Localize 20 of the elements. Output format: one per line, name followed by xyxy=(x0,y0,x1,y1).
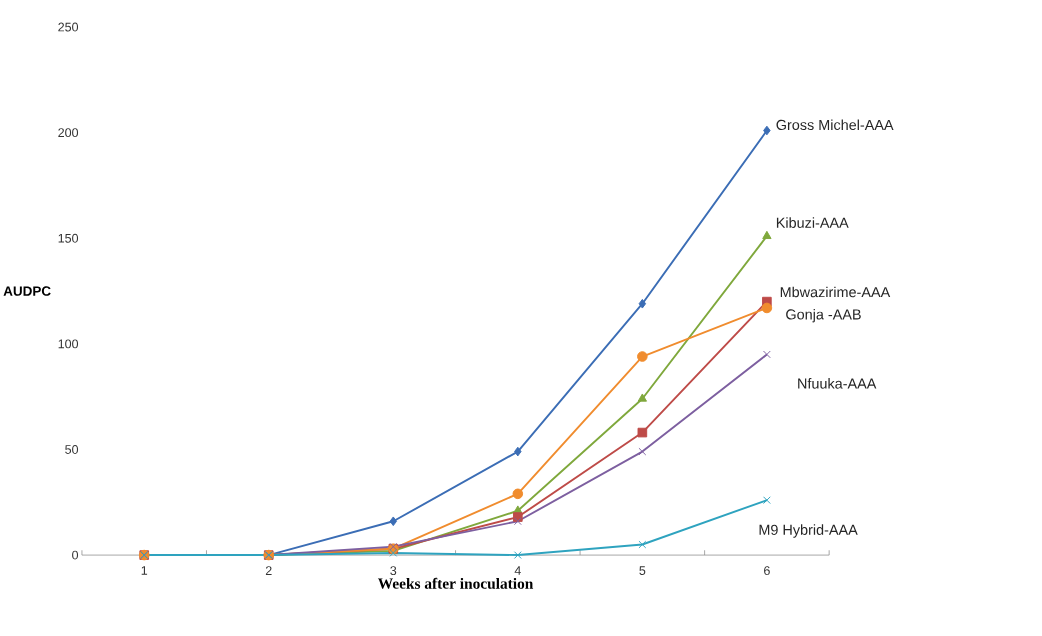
y-tick-label: 150 xyxy=(58,233,79,243)
x-tick-label: 3 xyxy=(390,566,397,575)
y-tick-label: 50 xyxy=(65,444,79,454)
x-tick-label: 2 xyxy=(265,566,272,575)
series-label: Mbwazirime-AAA xyxy=(780,286,891,298)
series-label: Gross Michel-AAA xyxy=(776,119,894,130)
y-tick-label: 250 xyxy=(58,22,79,32)
series-label: Kibuzi-AAA xyxy=(776,217,849,228)
y-tick-label: 100 xyxy=(58,339,79,349)
series-label: Gonja -AAB xyxy=(786,308,861,323)
x-tick-label: 4 xyxy=(514,566,521,575)
y-tick-label: 0 xyxy=(72,550,79,560)
y-axis-title: AUDPC xyxy=(3,286,51,296)
y-tick-label: 200 xyxy=(58,128,79,137)
series-label: M9 Hybrid-AAA xyxy=(759,524,858,538)
text: Nfuuka-AAA xyxy=(798,378,877,389)
x-tick-label: 6 xyxy=(764,566,770,575)
x-axis-title: Weeks after inoculation xyxy=(377,577,534,589)
x-tick-label: 5 xyxy=(639,566,646,575)
x-tick-label: 1 xyxy=(141,566,148,575)
